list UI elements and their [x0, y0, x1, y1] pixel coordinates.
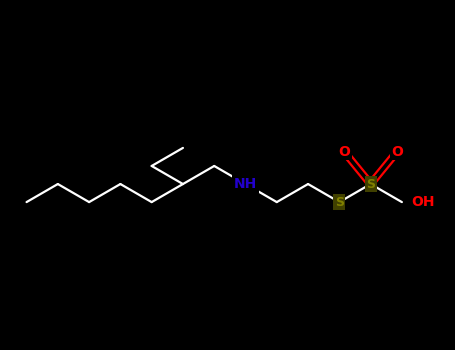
Text: S: S: [335, 196, 344, 209]
Text: NH: NH: [234, 177, 257, 191]
Text: O: O: [391, 145, 403, 159]
Text: S: S: [366, 177, 375, 190]
Text: O: O: [338, 145, 350, 159]
Text: OH: OH: [411, 195, 435, 209]
